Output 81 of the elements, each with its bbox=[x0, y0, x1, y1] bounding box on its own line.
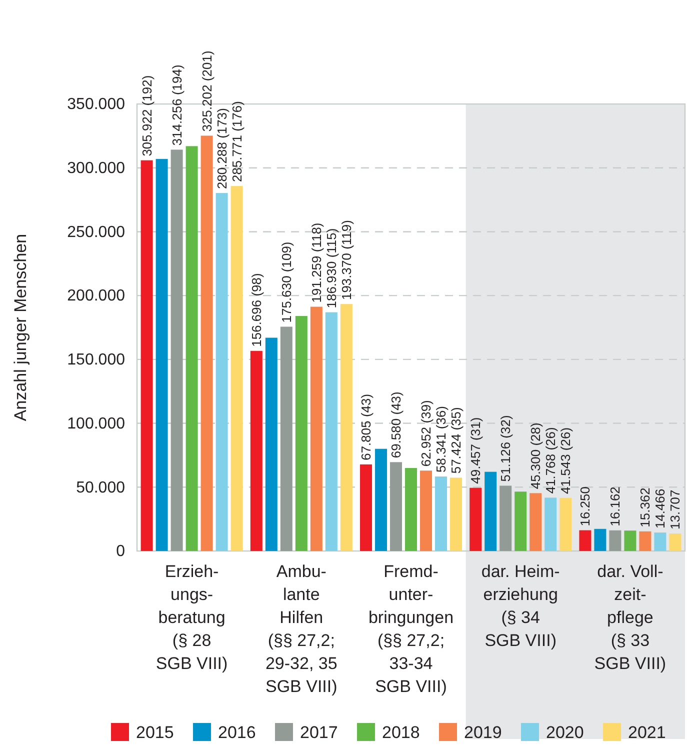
x-tick-label: Erzieh- ungs- beratung (§ 28 SGB VIII) bbox=[156, 562, 228, 673]
data-label: 156.696 (98) bbox=[248, 273, 264, 347]
data-label: 13.707 bbox=[668, 490, 683, 530]
bar bbox=[325, 312, 338, 551]
bar bbox=[624, 530, 636, 551]
y-tick-label: 200.000 bbox=[67, 288, 126, 305]
bar bbox=[340, 304, 352, 551]
bar bbox=[280, 326, 292, 551]
data-label: 14.466 bbox=[652, 488, 668, 529]
legend-label: 2019 bbox=[464, 723, 502, 742]
x-tick-label: dar. Voll- zeit- pflege (§ 33 SGB VIII) bbox=[594, 562, 666, 673]
y-tick-label: 0 bbox=[116, 543, 126, 560]
bar bbox=[639, 531, 652, 551]
data-label: 41.768 (26) bbox=[543, 427, 558, 494]
data-label: 62.952 (39) bbox=[418, 400, 434, 467]
bar bbox=[265, 338, 278, 551]
legend-label: 2018 bbox=[382, 723, 420, 742]
x-tick-label: dar. Heim- erziehung (§ 34 SGB VIII) bbox=[481, 562, 560, 650]
bar bbox=[360, 464, 372, 551]
bar bbox=[216, 193, 228, 551]
bar bbox=[405, 468, 417, 551]
y-tick-label: 150.000 bbox=[67, 352, 126, 369]
bar bbox=[579, 530, 592, 551]
bar bbox=[544, 498, 557, 551]
bar bbox=[295, 316, 308, 551]
bar bbox=[186, 146, 198, 551]
data-label: 69.580 (43) bbox=[388, 392, 404, 458]
bar bbox=[170, 150, 183, 551]
bar bbox=[609, 530, 622, 551]
bar bbox=[470, 488, 482, 551]
bar bbox=[230, 186, 243, 551]
bar bbox=[375, 448, 387, 551]
bar bbox=[435, 476, 447, 551]
data-label: 280.288 (173) bbox=[214, 108, 230, 190]
data-label: 191.259 (118) bbox=[308, 222, 324, 303]
bar bbox=[500, 486, 512, 551]
y-tick-label: 100.000 bbox=[67, 415, 126, 432]
data-label: 15.362 bbox=[638, 488, 653, 528]
data-label: 51.126 (32) bbox=[498, 415, 514, 482]
y-tick-label: 250.000 bbox=[67, 224, 126, 241]
legend-label: 2017 bbox=[300, 723, 338, 742]
data-label: 175.630 (109) bbox=[278, 242, 294, 323]
legend-label: 2020 bbox=[546, 723, 584, 742]
y-axis-title: Anzahl junger Menschen bbox=[11, 234, 30, 422]
bar bbox=[250, 350, 262, 551]
bar bbox=[669, 533, 682, 551]
data-label: 57.424 (35) bbox=[448, 407, 464, 474]
bar bbox=[654, 532, 666, 551]
x-tick-label: Ambu- lante Hilfen (§§ 27,2; 29-32, 35 SGB VIII) bbox=[265, 562, 338, 696]
bar bbox=[530, 493, 542, 551]
data-label: 16.162 bbox=[608, 486, 623, 526]
data-label: 16.250 bbox=[578, 486, 593, 526]
y-tick-label: 350.000 bbox=[67, 96, 126, 114]
bar bbox=[310, 306, 322, 551]
data-label: 193.370 (119) bbox=[338, 220, 354, 300]
bar bbox=[560, 498, 572, 551]
data-label: 58.341 (36) bbox=[434, 406, 448, 472]
bar bbox=[450, 478, 462, 551]
data-label: 45.300 (28) bbox=[528, 422, 544, 490]
bar bbox=[420, 470, 432, 551]
data-label: 325.202 (201) bbox=[199, 50, 214, 132]
y-tick-label: 50.000 bbox=[76, 479, 126, 496]
data-label: 49.457 (31) bbox=[468, 417, 484, 484]
bar bbox=[200, 136, 213, 551]
legend-label: 2015 bbox=[136, 723, 174, 742]
y-tick-label: 300.000 bbox=[67, 160, 126, 177]
bar bbox=[390, 462, 402, 551]
bar bbox=[514, 492, 527, 551]
legend-label: 2021 bbox=[628, 723, 666, 742]
bar bbox=[484, 472, 497, 551]
bar bbox=[156, 158, 168, 551]
x-tick-label: Fremd- unter- bringungen (§§ 27,2; 33-34 SGB VIII) bbox=[368, 562, 454, 696]
data-label: 285.771 (176) bbox=[229, 101, 244, 182]
data-label: 186.930 (115) bbox=[324, 228, 339, 308]
data-label: 41.543 (26) bbox=[558, 427, 574, 494]
bar bbox=[140, 160, 153, 551]
data-label: 305.922 (192) bbox=[139, 75, 154, 156]
legend-label: 2016 bbox=[218, 723, 256, 742]
bar bbox=[594, 528, 606, 551]
data-label: 314.256 (194) bbox=[169, 64, 184, 146]
data-label: 67.805 (43) bbox=[358, 394, 374, 460]
